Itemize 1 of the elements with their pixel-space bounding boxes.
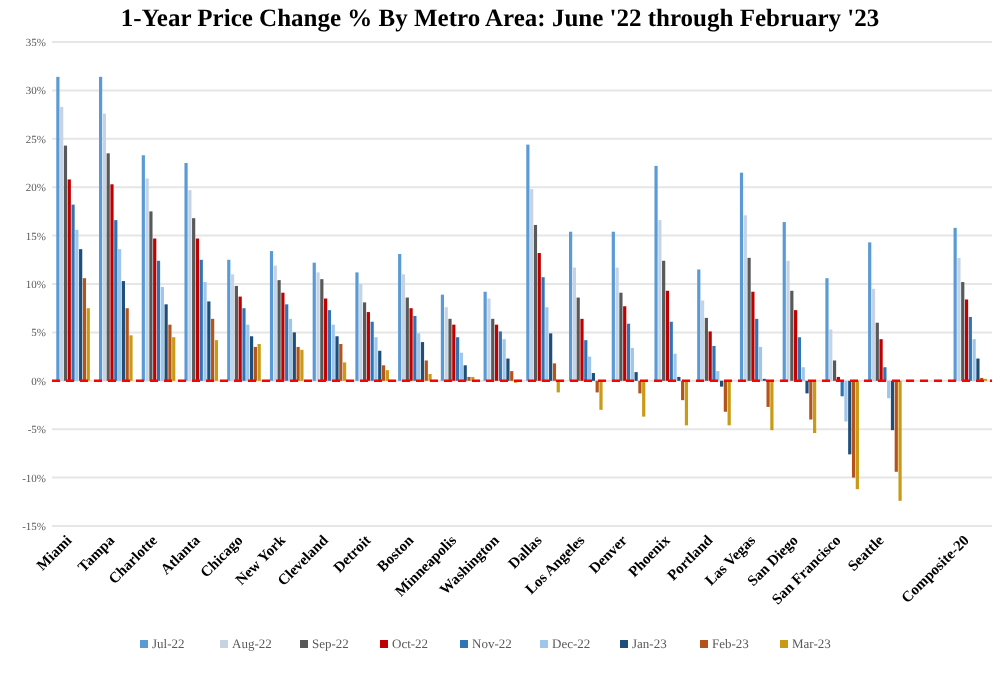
chart-title: 1-Year Price Change % By Metro Area: June '22 through February '23 [120,4,880,32]
